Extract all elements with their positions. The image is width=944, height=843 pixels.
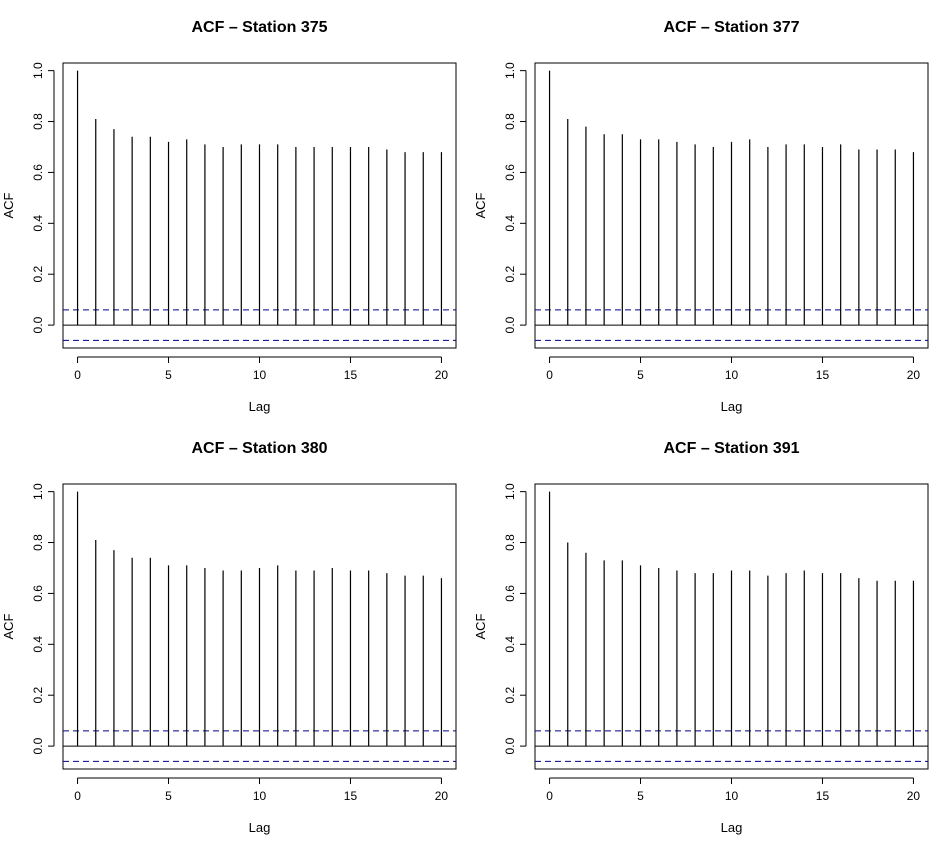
acf-panel-station-377: ACF – Station 377 Lag ACF 0 5 10 15 20 0.0 0.2… [472, 0, 944, 421]
plot-frame [534, 62, 929, 349]
y-tick-label: 0.2 [31, 687, 45, 704]
y-tick-label: 0.2 [503, 266, 517, 283]
x-tick-label: 0 [546, 368, 553, 382]
y-axis-label: ACF [1, 613, 16, 639]
x-tick-label: 15 [344, 368, 358, 382]
y-tick-label: 1.0 [503, 483, 517, 500]
plot-frame [534, 483, 929, 770]
x-tick-label: 20 [907, 368, 921, 382]
y-tick-label: 1.0 [31, 483, 45, 500]
acf-panel-station-391: ACF – Station 391 Lag ACF 0 5 10 15 20 0.0 0.2… [472, 421, 944, 842]
y-tick-label: 0.8 [31, 534, 45, 551]
y-tick-label: 0.8 [31, 113, 45, 130]
y-tick-label: 0.6 [31, 585, 45, 602]
x-axis-label: Lag [721, 820, 743, 835]
y-tick-label: 0.2 [503, 687, 517, 704]
acf-panel-station-380: ACF – Station 380 Lag ACF 0 5 10 15 20 0.0 0.2… [0, 421, 472, 842]
y-axis-label: ACF [1, 192, 16, 218]
x-tick-label: 0 [546, 789, 553, 803]
y-tick-label: 0.0 [31, 737, 45, 754]
y-tick-label: 0.0 [503, 737, 517, 754]
x-tick-label: 20 [435, 368, 449, 382]
y-tick-label: 0.0 [31, 316, 45, 333]
y-tick-label: 1.0 [503, 62, 517, 79]
x-tick-label: 5 [637, 368, 644, 382]
x-tick-label: 5 [637, 789, 644, 803]
y-tick-label: 0.6 [31, 164, 45, 181]
plot-frame [62, 483, 457, 770]
y-tick-label: 0.2 [31, 266, 45, 283]
x-tick-label: 0 [74, 368, 81, 382]
x-tick-label: 15 [816, 368, 830, 382]
y-axis-label: ACF [473, 613, 488, 639]
acf-panel-station-375: ACF – Station 375 Lag ACF 0 5 10 15 20 0.0 0.2… [0, 0, 472, 421]
x-tick-label: 15 [344, 789, 358, 803]
y-axis-label: ACF [473, 192, 488, 218]
x-tick-label: 10 [253, 789, 267, 803]
y-tick-label: 0.4 [31, 636, 45, 653]
x-axis-label: Lag [249, 399, 271, 414]
chart-title: ACF – Station 377 [663, 19, 799, 36]
acf-chart: ACF – Station 375 Lag ACF 0 5 10 15 20 0.0 0.2… [1, 19, 457, 414]
y-tick-label: 0.0 [503, 316, 517, 333]
chart-title: ACF – Station 375 [191, 19, 327, 36]
y-tick-label: 0.4 [31, 215, 45, 232]
y-tick-label: 0.8 [503, 113, 517, 130]
x-tick-label: 20 [907, 789, 921, 803]
x-tick-label: 5 [165, 789, 172, 803]
x-axis-label: Lag [721, 399, 743, 414]
x-tick-label: 5 [165, 368, 172, 382]
acf-chart: ACF – Station 380 Lag ACF 0 5 10 15 20 0.0 0.2… [1, 440, 457, 835]
chart-title: ACF – Station 391 [663, 440, 799, 457]
y-tick-label: 0.8 [503, 534, 517, 551]
x-tick-label: 10 [253, 368, 267, 382]
x-axis-label: Lag [249, 820, 271, 835]
x-tick-label: 10 [725, 368, 739, 382]
x-tick-label: 15 [816, 789, 830, 803]
acf-chart: ACF – Station 391 Lag ACF 0 5 10 15 20 0.0 0.2… [473, 440, 929, 835]
x-tick-label: 10 [725, 789, 739, 803]
x-tick-label: 0 [74, 789, 81, 803]
y-tick-label: 0.4 [503, 636, 517, 653]
chart-title: ACF – Station 380 [191, 440, 327, 457]
plot-frame [62, 62, 457, 349]
y-tick-label: 1.0 [31, 62, 45, 79]
y-tick-label: 0.6 [503, 164, 517, 181]
y-tick-label: 0.4 [503, 215, 517, 232]
acf-chart: ACF – Station 377 Lag ACF 0 5 10 15 20 0.0 0.2… [473, 19, 929, 414]
y-tick-label: 0.6 [503, 585, 517, 602]
x-tick-label: 20 [435, 789, 449, 803]
